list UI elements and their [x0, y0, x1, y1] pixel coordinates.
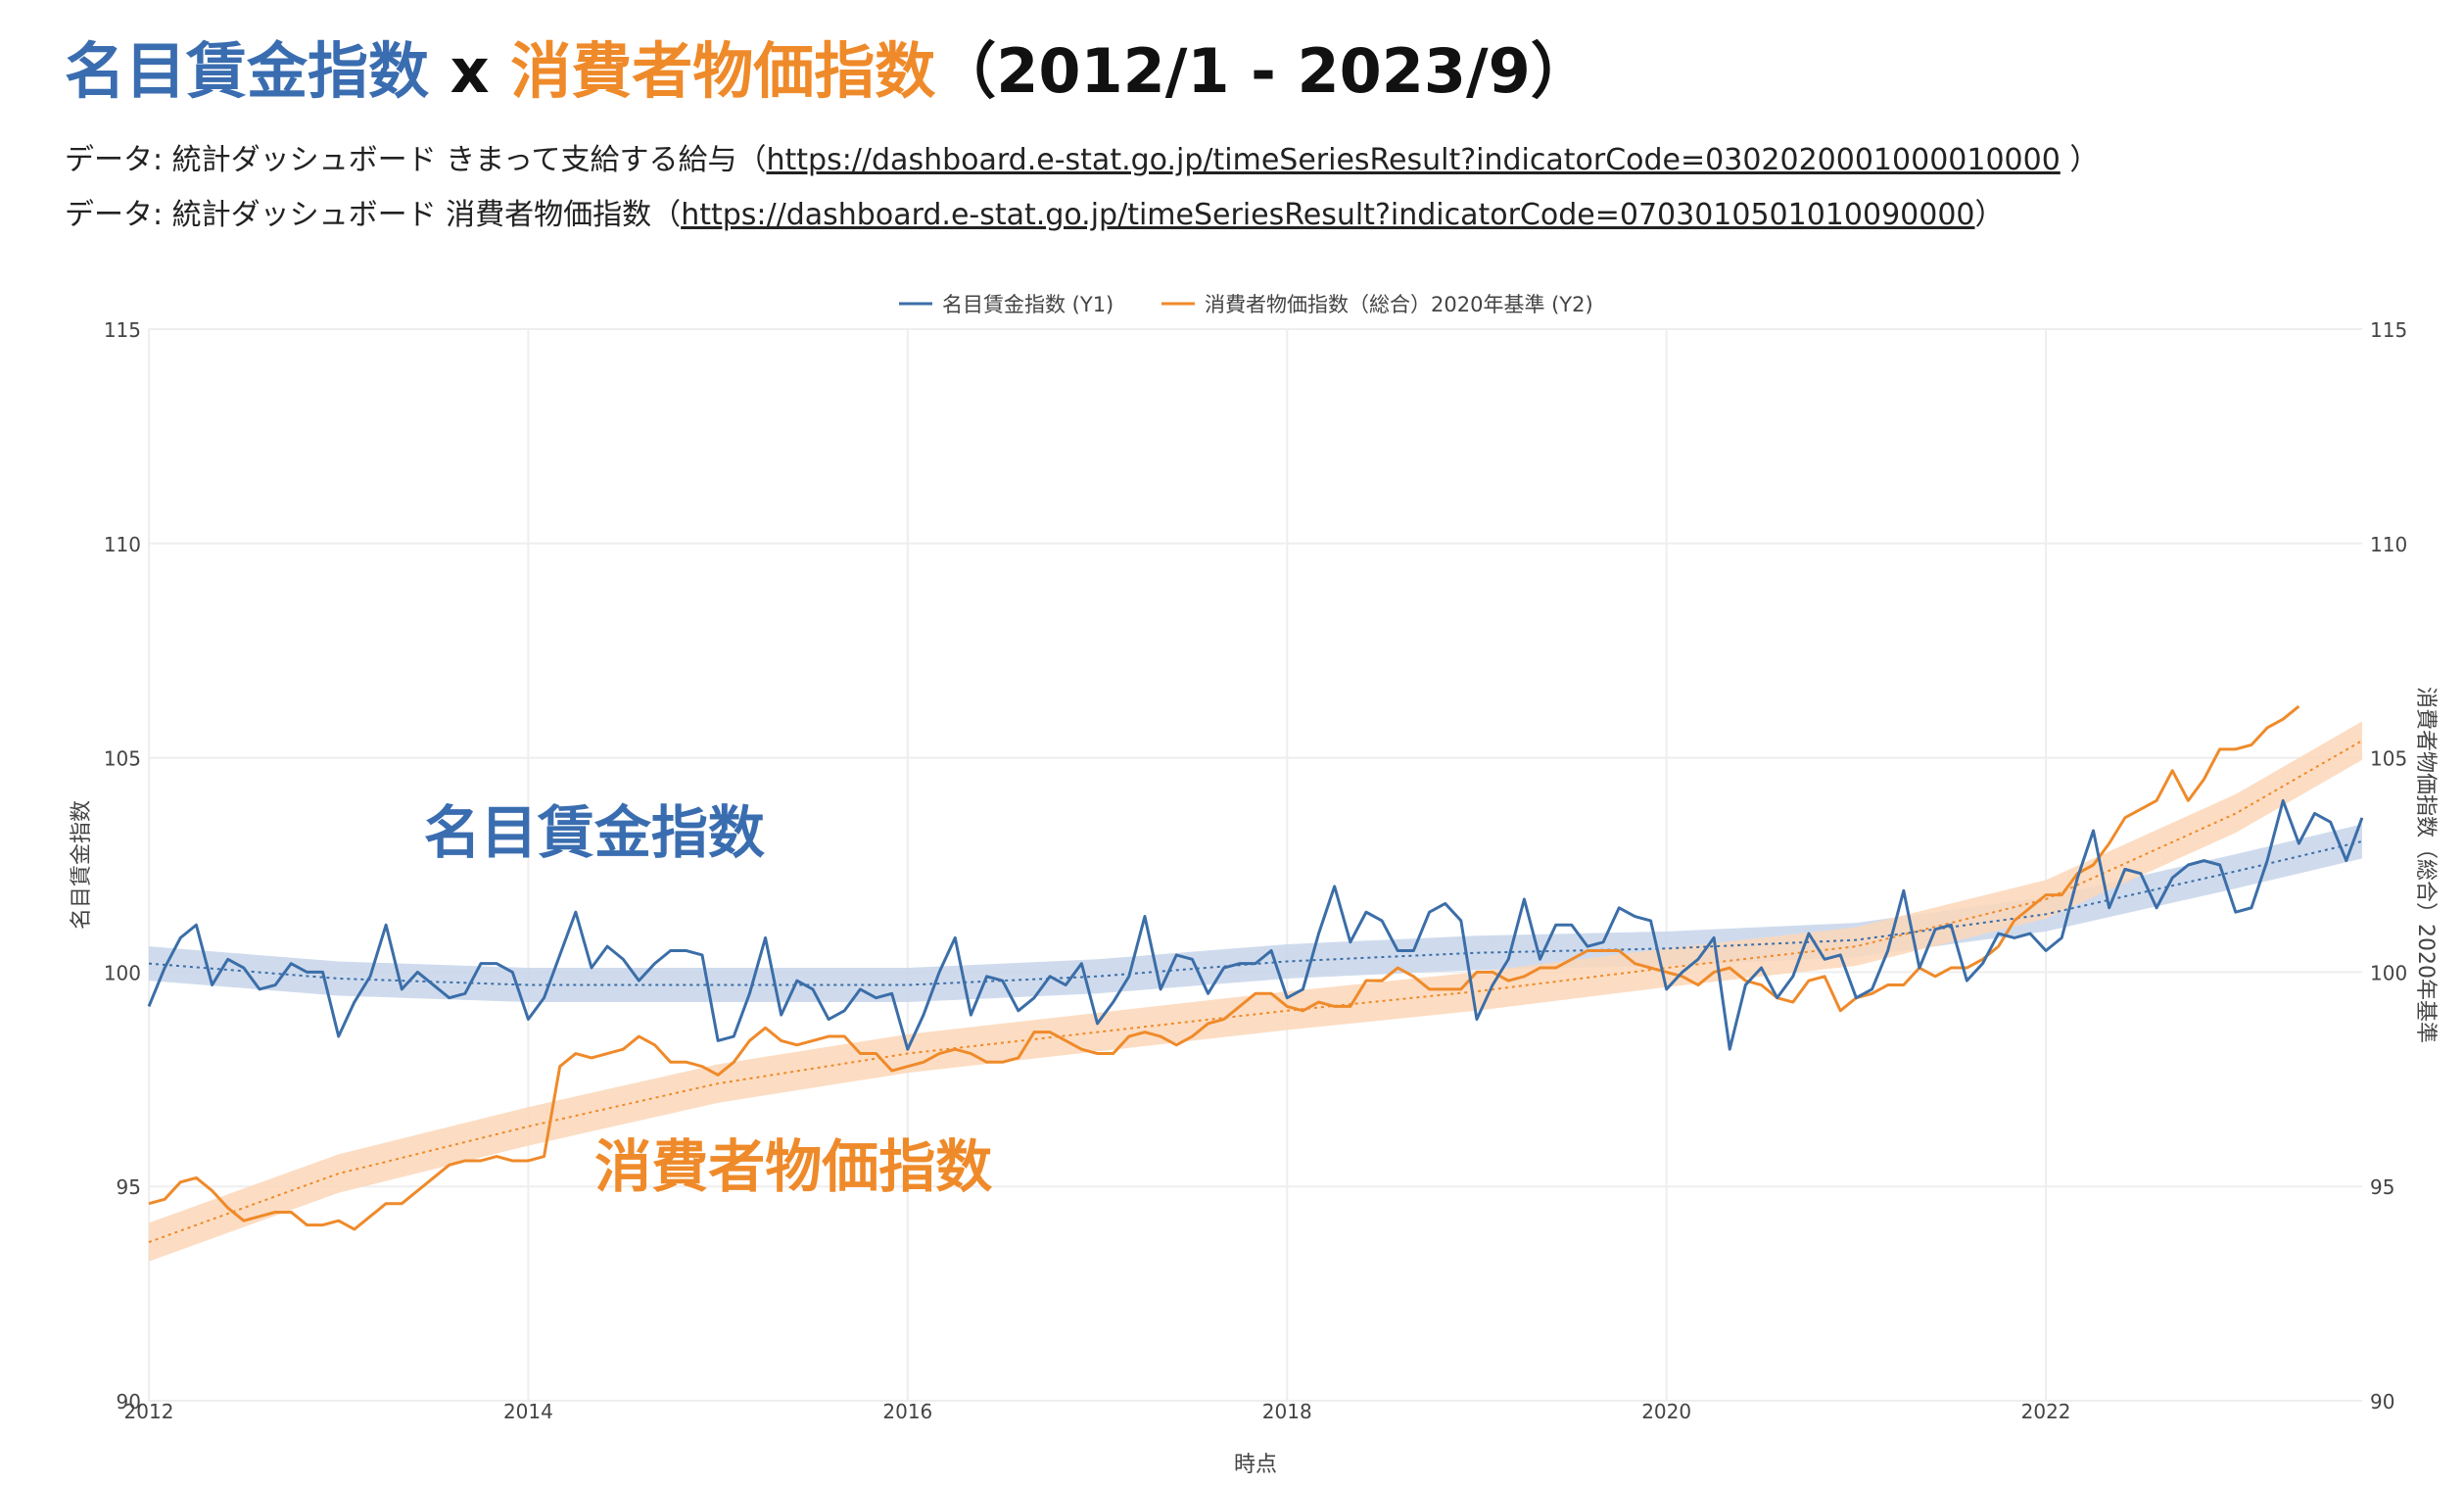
x-axis-title: 時点: [1234, 1453, 1277, 1477]
y2-tick-label: 115: [2370, 318, 2407, 342]
chart: 90 90 95 95 100 100 105 105 110 110 115 115 2012 2014…: [70, 293, 2438, 1477]
source-1-prefix: データ: 統計ダッシュボード きまって支給する給与（: [65, 143, 767, 177]
title-cpi: 消費者物価指数: [510, 35, 936, 107]
y2-tick-label: 90: [2370, 1390, 2394, 1413]
annotation-wage: 名目賃金指数: [424, 799, 765, 866]
x-tick-label: 2014: [503, 1400, 553, 1423]
header: 名目賃金指数 x 消費者物価指数（2012/1 - 2023/9） データ: 統…: [65, 27, 2425, 243]
y-tick-label: 105: [104, 747, 141, 771]
source-1-suffix: ）: [2060, 143, 2100, 177]
source-1-link[interactable]: https://dashboard.e-stat.go.jp/timeSerie…: [766, 143, 2061, 177]
x-tick-label: 2018: [1262, 1400, 1312, 1423]
y2-tick-label: 110: [2370, 533, 2407, 556]
y-tick-label: 110: [104, 533, 141, 556]
x-tick-label: 2012: [124, 1400, 174, 1423]
legend-wage-label: 名目賃金指数 (Y1): [942, 293, 1114, 316]
annotation-cpi: 消費者物価指数: [594, 1133, 992, 1200]
source-line-1: データ: 統計ダッシュボード きまって支給する給与（https://dashbo…: [65, 133, 2425, 188]
wage-series-line: [147, 798, 2364, 1051]
source-2-suffix: ）: [1974, 198, 2005, 232]
y2-tick-label: 105: [2370, 747, 2407, 771]
title-period: （2012/1 - 2023/9）: [935, 35, 1591, 107]
cpi-trend-line: [148, 740, 2363, 1244]
legend-cpi-label: 消費者物価指数（総合）2020年基準 (Y2): [1205, 293, 1593, 316]
x-tick-label: 2020: [1641, 1400, 1691, 1423]
source-2-link[interactable]: https://dashboard.e-stat.go.jp/timeSerie…: [681, 198, 1975, 232]
y-tick-label: 115: [104, 318, 141, 342]
wage-trend-line: [148, 839, 2363, 986]
source-line-2: データ: 統計ダッシュボード 消費者物価指数（https://dashboard…: [65, 188, 2425, 243]
y-tick-label: 90: [117, 1390, 141, 1413]
x-tick-label: 2016: [882, 1400, 932, 1423]
y-tick-label: 95: [117, 1175, 141, 1199]
y2-tick-label: 100: [2370, 961, 2407, 984]
x-tick-label: 2022: [2021, 1400, 2071, 1423]
y2-tick-label: 95: [2370, 1175, 2394, 1199]
cpi-series-line: [148, 704, 2300, 1231]
title-x: x: [429, 35, 511, 107]
source-2-prefix: データ: 統計ダッシュボード 消費者物価指数（: [65, 198, 682, 232]
y-axis-title: 名目賃金指数: [70, 800, 94, 930]
y-tick-label: 100: [104, 961, 141, 984]
page-title: 名目賃金指数 x 消費者物価指数（2012/1 - 2023/9）: [65, 27, 2425, 116]
title-wage: 名目賃金指数: [65, 35, 430, 107]
y2-axis-title: 消費者物価指数（総合）2020年基準: [2413, 687, 2438, 1043]
